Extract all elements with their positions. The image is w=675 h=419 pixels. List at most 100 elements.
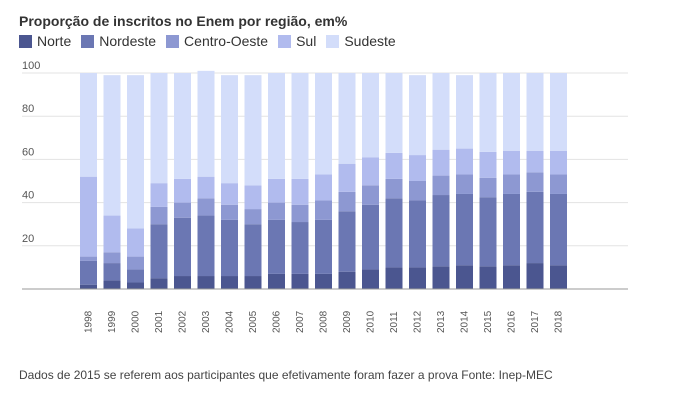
bar-segment-sudeste: [409, 75, 426, 156]
bar-segment-centro-oeste: [174, 202, 191, 218]
bar-segment-nordeste: [174, 217, 191, 277]
x-tick-label: 2007: [295, 310, 306, 333]
bar-segment-centro-oeste: [409, 181, 426, 201]
x-tick-label: 2000: [131, 310, 142, 333]
x-tick-label: 1999: [107, 310, 118, 333]
legend-label: Centro-Oeste: [184, 33, 269, 49]
legend-label: Sudeste: [344, 33, 396, 49]
bar-segment-sudeste: [362, 73, 379, 158]
bar-segment-nordeste: [80, 260, 97, 285]
bar-segment-nordeste: [338, 211, 356, 272]
x-tick-label: 1998: [84, 310, 95, 333]
x-tick-label: 2002: [178, 310, 189, 333]
bar-segment-sul: [479, 151, 497, 178]
bar-segment-norte: [432, 266, 450, 289]
bar-segment-norte: [291, 273, 309, 289]
bar-segment-centro-oeste: [456, 174, 473, 194]
x-tick-label: 2010: [366, 310, 377, 333]
bar-segment-sul: [174, 178, 191, 203]
x-tick-label: 2014: [460, 310, 471, 333]
x-tick-label: 2015: [483, 310, 494, 333]
bar-segment-norte: [315, 273, 332, 289]
bar-segment-nordeste: [409, 200, 426, 268]
bar-segment-sul: [244, 185, 262, 210]
bar-segment-sudeste: [456, 75, 473, 149]
y-tick-label: 80: [22, 103, 34, 115]
bar-segment-sul: [150, 183, 168, 207]
chart-legend: Norte Nordeste Centro-Oeste Sul Sudeste: [19, 33, 396, 49]
bar-segment-centro-oeste: [150, 206, 168, 225]
chart-title: Proporção de inscritos no Enem por regiã…: [19, 13, 348, 29]
bar-segment-sudeste: [174, 73, 191, 179]
bar-segment-norte: [268, 273, 285, 289]
legend-swatch: [166, 34, 180, 48]
legend-item-1: Nordeste: [81, 33, 156, 49]
bar-segment-norte: [221, 276, 238, 289]
legend-item-4: Sudeste: [326, 33, 396, 49]
source-note: Dados de 2015 se referem aos participant…: [19, 368, 553, 382]
bar-segment-sul: [315, 174, 332, 201]
bar-segment-sul: [127, 228, 144, 257]
bar-segment-norte: [80, 284, 97, 289]
bar-segment-centro-oeste: [315, 200, 332, 220]
bar-segment-sul: [409, 155, 426, 181]
bar-segment-norte: [385, 267, 403, 289]
legend-label: Sul: [296, 33, 317, 49]
bar-segment-sul: [291, 178, 309, 205]
bar-segment-centro-oeste: [479, 177, 497, 198]
bar-segment-sul: [362, 157, 379, 186]
x-tick-label: 2001: [154, 310, 165, 333]
bar-segment-sul: [456, 148, 473, 175]
x-tick-label: 2011: [389, 311, 400, 333]
bar-segment-nordeste: [315, 219, 332, 274]
bar-segment-nordeste: [127, 269, 144, 283]
bar-segment-sudeste: [315, 73, 332, 175]
bar-segment-norte: [150, 278, 168, 289]
bar-segment-norte: [338, 271, 356, 289]
bar-segment-norte: [479, 266, 497, 289]
bar-segment-sudeste: [526, 73, 544, 151]
legend-swatch: [19, 34, 32, 48]
bar-segment-norte: [197, 276, 215, 289]
bar-segment-sul: [80, 176, 97, 257]
bar-segment-sudeste: [103, 75, 121, 216]
stacked-bar-chart: 100 80 60 40 20 1998 1999 2000 2001 2002 2003 2004 2…: [22, 60, 628, 333]
y-tick-label: 60: [22, 146, 34, 158]
x-tick-label: 2006: [272, 310, 283, 333]
bar-segment-sul: [526, 150, 544, 173]
legend-swatch: [81, 34, 95, 48]
bar-segment-centro-oeste: [103, 252, 121, 264]
bar-segment-norte: [550, 265, 567, 289]
x-tick-label: 2004: [225, 310, 236, 333]
bar-segment-sudeste: [150, 73, 168, 184]
bar-segment-sul: [503, 150, 520, 175]
bar-segment-sudeste: [221, 75, 238, 184]
bar-segment-norte: [503, 265, 520, 289]
bar-segment-sudeste: [479, 73, 497, 152]
bar-segment-nordeste: [503, 193, 520, 266]
bar-segment-norte: [127, 282, 144, 289]
bar-segment-nordeste: [103, 263, 121, 281]
bar-segment-sudeste: [80, 73, 97, 177]
x-tick-label: 2005: [248, 310, 259, 333]
y-tick-label: 20: [22, 233, 34, 245]
bar-segment-centro-oeste: [503, 174, 520, 194]
bar-segment-sudeste: [503, 73, 520, 151]
bar-segment-centro-oeste: [338, 191, 356, 212]
bar-segment-norte: [174, 276, 191, 289]
bar-segment-sul: [385, 152, 403, 179]
bar-segment-centro-oeste: [550, 174, 567, 194]
bar-segment-sul: [550, 150, 567, 175]
x-tick-label: 2018: [554, 310, 565, 333]
bar-segment-centro-oeste: [80, 256, 97, 261]
bar-segment-norte: [526, 263, 544, 289]
x-tick-label: 2012: [413, 310, 424, 333]
bar-segment-centro-oeste: [244, 209, 262, 225]
x-tick-label: 2013: [436, 310, 447, 333]
bar-segment-centro-oeste: [432, 175, 450, 196]
bar-segment-sudeste: [268, 73, 285, 179]
bar-segment-nordeste: [244, 224, 262, 277]
bar-segment-centro-oeste: [197, 198, 215, 216]
y-tick-label: 100: [22, 60, 40, 72]
bar-segment-nordeste: [221, 219, 238, 277]
